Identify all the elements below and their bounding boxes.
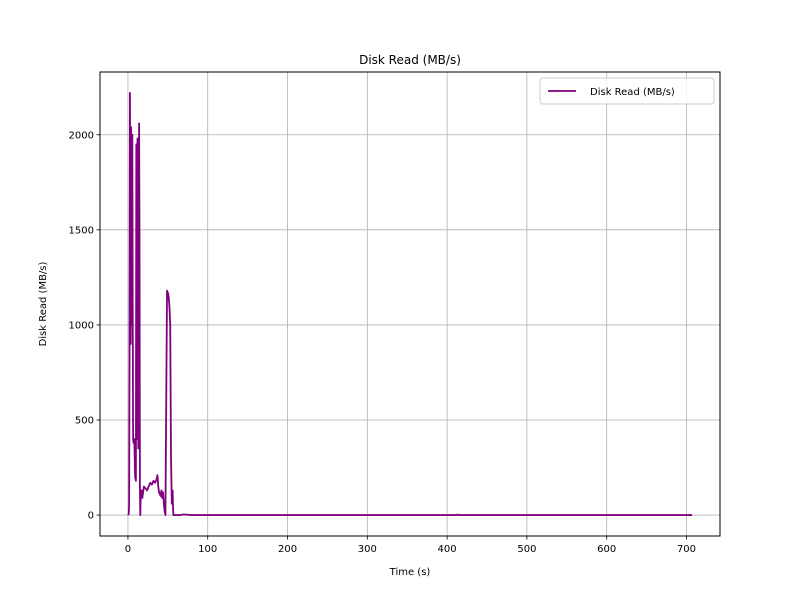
plot-frame [99,71,721,537]
y-tick-label: 500 [75,416,94,427]
x-axis: 0 100 200 300 400 500 600 700 [125,536,696,555]
y-tick-label: 0 [88,511,94,522]
y-tick-label: 2000 [69,130,94,141]
x-tick-label: 200 [278,544,297,555]
y-tick-label: 1500 [69,225,94,236]
legend-box [539,77,715,105]
series-line-0 [127,92,693,516]
x-tick-label: 100 [198,544,217,555]
y-axis-label: Disk Read (MB/s) [38,261,49,346]
legend: Disk Read (MB/s) [539,77,715,105]
x-axis-label: Time (s) [389,567,431,578]
x-tick-label: 0 [125,544,131,555]
x-tick-label: 700 [677,544,696,555]
x-tick-label: 300 [358,544,377,555]
x-tick-label: 400 [438,544,457,555]
legend-label: Disk Read (MB/s) [590,87,675,98]
y-axis: 0 500 1000 1500 2000 [69,130,100,522]
plot-area [100,72,720,536]
x-tick-label: 500 [517,544,536,555]
series-layer [127,92,693,516]
y-tick-label: 1000 [69,320,94,331]
chart-title: Disk Read (MB/s) [359,53,461,67]
x-tick-label: 600 [597,544,616,555]
